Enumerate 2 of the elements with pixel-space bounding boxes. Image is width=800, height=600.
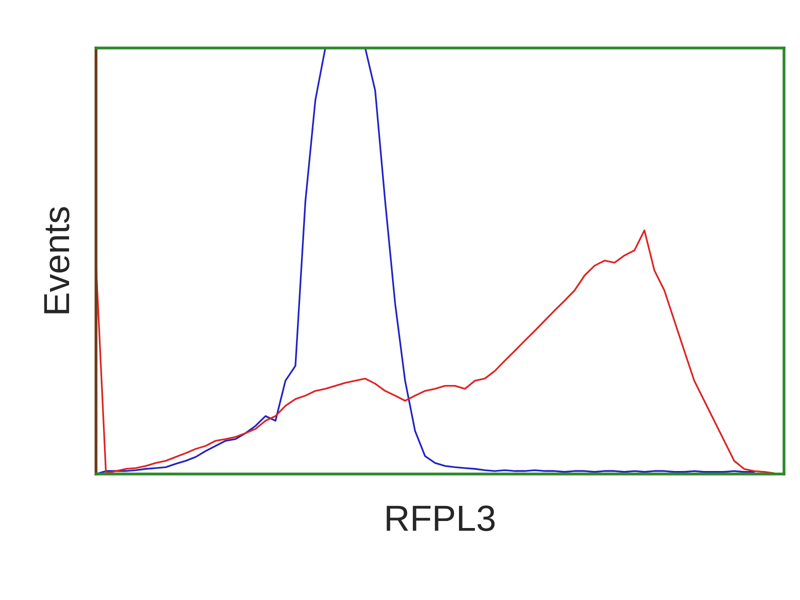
y-axis-title: Events <box>44 207 70 314</box>
x-axis-title: RFPL3 <box>386 506 495 532</box>
